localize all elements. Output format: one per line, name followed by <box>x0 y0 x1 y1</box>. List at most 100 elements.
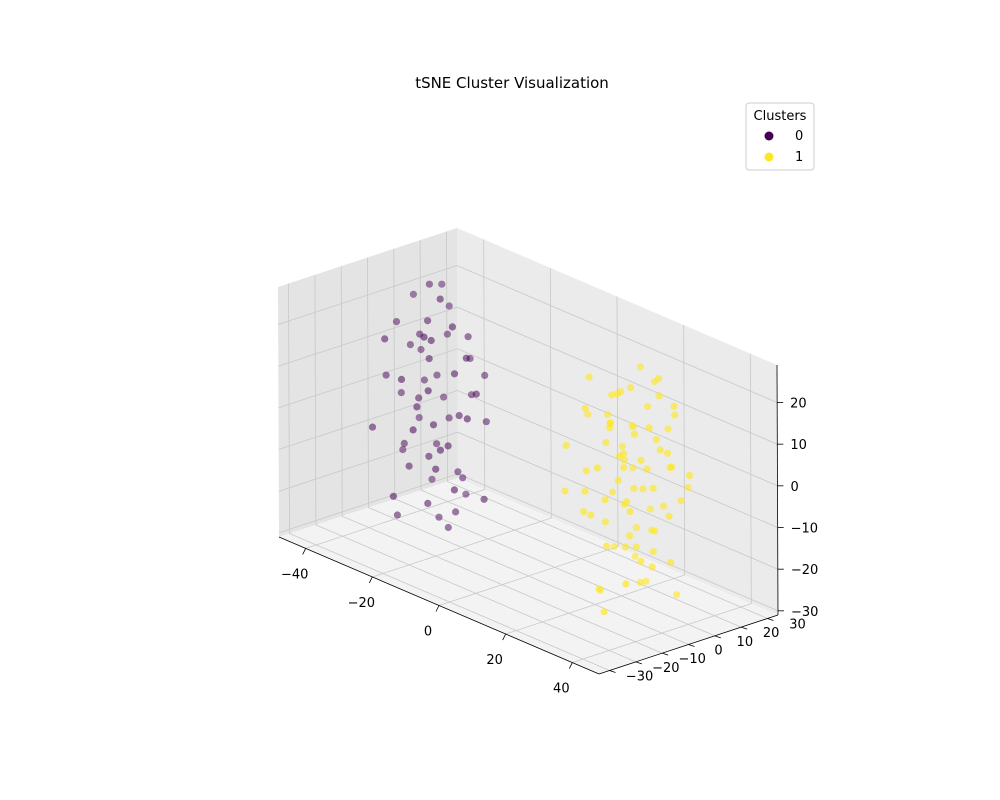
data-point-cluster-1 <box>581 404 589 412</box>
data-point-cluster-0 <box>400 439 408 447</box>
grid-line-y <box>367 257 689 645</box>
data-point-cluster-1 <box>603 542 611 550</box>
data-point-cluster-1 <box>626 532 634 540</box>
data-point-cluster-0 <box>432 465 440 473</box>
data-point-cluster-0 <box>424 387 432 395</box>
grid-line-z <box>278 390 778 528</box>
data-point-cluster-0 <box>436 446 444 454</box>
y-tick-mark <box>767 618 774 621</box>
data-point-cluster-1 <box>649 547 657 556</box>
data-point-cluster-0 <box>397 375 406 383</box>
z-tick-label: 0 <box>790 480 798 495</box>
data-point-cluster-1 <box>649 484 657 492</box>
data-point-cluster-1 <box>623 498 631 506</box>
data-point-cluster-1 <box>600 608 608 616</box>
data-point-cluster-0 <box>392 318 401 326</box>
data-point-cluster-1 <box>637 456 645 464</box>
data-point-cluster-0 <box>381 335 389 343</box>
data-point-cluster-0 <box>444 442 452 450</box>
grid-line-z <box>278 431 778 570</box>
data-point-cluster-0 <box>443 330 451 338</box>
data-point-cluster-0 <box>417 345 425 354</box>
y-tick-mark <box>714 635 721 639</box>
data-point-cluster-1 <box>684 483 692 492</box>
x-tick-mark <box>368 576 373 584</box>
data-point-cluster-1 <box>629 423 637 431</box>
y-tick-label: −30 <box>626 670 653 685</box>
x-tick-mark <box>302 548 307 555</box>
x-tick-mark <box>435 605 440 612</box>
legend-label-1: 1 <box>795 150 803 165</box>
data-point-cluster-1 <box>639 485 647 493</box>
data-point-cluster-1 <box>637 557 645 566</box>
scatter-points <box>368 280 694 616</box>
data-point-cluster-1 <box>664 425 672 433</box>
z-tick-label: 20 <box>790 397 807 412</box>
data-point-cluster-0 <box>427 336 435 345</box>
grid-line-x <box>505 324 686 635</box>
data-point-cluster-0 <box>450 486 458 494</box>
data-point-cluster-0 <box>459 474 467 482</box>
data-point-cluster-0 <box>397 389 405 397</box>
data-point-cluster-1 <box>606 424 614 432</box>
data-point-cluster-1 <box>630 484 638 493</box>
y-tick-mark <box>609 670 616 673</box>
data-point-cluster-0 <box>436 295 444 303</box>
data-point-cluster-0 <box>399 446 407 454</box>
data-point-cluster-1 <box>630 430 639 438</box>
data-point-cluster-1 <box>587 511 595 519</box>
data-point-cluster-1 <box>645 424 653 432</box>
y-tick-label: 10 <box>737 635 754 650</box>
data-point-cluster-0 <box>405 462 413 470</box>
data-point-cluster-1 <box>673 591 681 599</box>
data-point-cluster-1 <box>636 363 645 371</box>
data-point-cluster-1 <box>562 441 570 450</box>
data-point-cluster-1 <box>593 464 602 472</box>
data-point-cluster-0 <box>448 323 456 331</box>
y-tick-mark <box>688 644 695 647</box>
z-tick-label: −20 <box>791 563 818 578</box>
data-point-cluster-0 <box>393 511 401 519</box>
grid-line-z <box>277 265 778 403</box>
data-point-cluster-1 <box>620 456 628 464</box>
data-point-cluster-1 <box>643 465 651 473</box>
data-point-cluster-1 <box>636 578 644 587</box>
data-point-cluster-1 <box>656 446 664 454</box>
grid-line-y <box>288 283 610 671</box>
data-point-cluster-1 <box>601 518 610 526</box>
grid-line-y <box>446 231 768 619</box>
data-point-cluster-0 <box>466 354 474 363</box>
y-tick-label: 0 <box>714 644 722 659</box>
legend[interactable]: Clusters 0 1 <box>745 102 815 171</box>
grid-line-x <box>372 267 552 578</box>
data-point-cluster-0 <box>425 452 433 460</box>
data-point-cluster-1 <box>632 524 641 532</box>
data-point-cluster-1 <box>585 373 593 381</box>
grid-line-y <box>340 266 663 654</box>
x-tick-label: 20 <box>486 653 503 668</box>
y-tick-label: −20 <box>652 661 679 676</box>
data-point-cluster-1 <box>621 543 630 551</box>
x-tick-mark <box>568 662 573 669</box>
data-point-cluster-1 <box>660 502 668 510</box>
data-point-cluster-1 <box>610 543 618 551</box>
data-point-cluster-1 <box>650 378 659 386</box>
data-point-cluster-0 <box>445 302 453 310</box>
data-point-cluster-0 <box>454 468 462 476</box>
data-point-cluster-1 <box>620 463 628 472</box>
data-point-cluster-1 <box>648 563 656 571</box>
data-point-cluster-0 <box>462 490 470 498</box>
data-point-cluster-0 <box>406 341 414 349</box>
data-point-cluster-0 <box>463 415 471 423</box>
grid-line-x <box>305 239 486 549</box>
data-point-cluster-1 <box>648 526 656 534</box>
data-point-cluster-0 <box>428 475 436 483</box>
data-point-cluster-1 <box>617 388 625 396</box>
y-tick-label: 30 <box>789 617 806 632</box>
data-point-cluster-1 <box>655 392 663 400</box>
data-point-cluster-0 <box>368 423 377 431</box>
grid-line-z <box>278 348 778 487</box>
data-point-cluster-0 <box>416 330 424 338</box>
data-point-cluster-1 <box>631 552 639 560</box>
